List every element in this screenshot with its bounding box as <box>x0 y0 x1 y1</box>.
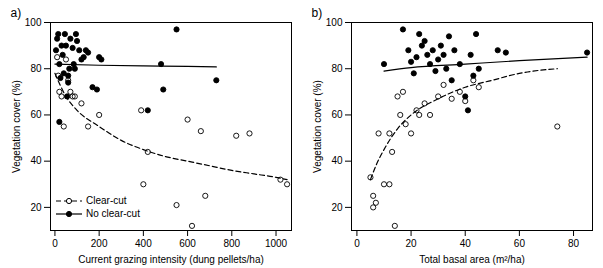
svg-text:0: 0 <box>354 238 360 249</box>
svg-text:400: 400 <box>135 238 152 249</box>
svg-text:60: 60 <box>514 238 526 249</box>
svg-text:600: 600 <box>179 238 196 249</box>
svg-text:100: 100 <box>25 17 42 28</box>
svg-text:40: 40 <box>30 155 42 166</box>
svg-text:60: 60 <box>331 109 343 120</box>
svg-text:a): a) <box>11 6 22 20</box>
svg-text:20: 20 <box>331 202 343 213</box>
svg-text:Current grazing intensity (dun: Current grazing intensity (dung pellets/… <box>78 254 264 265</box>
svg-text:200: 200 <box>91 238 108 249</box>
svg-text:b): b) <box>312 6 323 20</box>
svg-text:40: 40 <box>460 238 472 249</box>
svg-text:80: 80 <box>331 63 343 74</box>
html-text:Clear-cut: Clear-cut <box>86 195 127 206</box>
svg-text:Total basal area (m²/ha): Total basal area (m²/ha) <box>419 254 525 265</box>
svg-text:60: 60 <box>30 109 42 120</box>
svg-text:1000: 1000 <box>265 238 288 249</box>
svg-text:20: 20 <box>406 238 418 249</box>
svg-text:Vegetation cover (%): Vegetation cover (%) <box>312 80 323 173</box>
svg-text:Vegetation cover (%): Vegetation cover (%) <box>11 80 22 173</box>
svg-text:800: 800 <box>223 238 240 249</box>
svg-text:40: 40 <box>331 155 343 166</box>
html-text:No clear-cut: No clear-cut <box>86 208 140 219</box>
svg-text:100: 100 <box>326 17 343 28</box>
svg-text:0: 0 <box>52 238 58 249</box>
svg-text:20: 20 <box>30 202 42 213</box>
svg-text:80: 80 <box>568 238 580 249</box>
svg-text:80: 80 <box>30 63 42 74</box>
